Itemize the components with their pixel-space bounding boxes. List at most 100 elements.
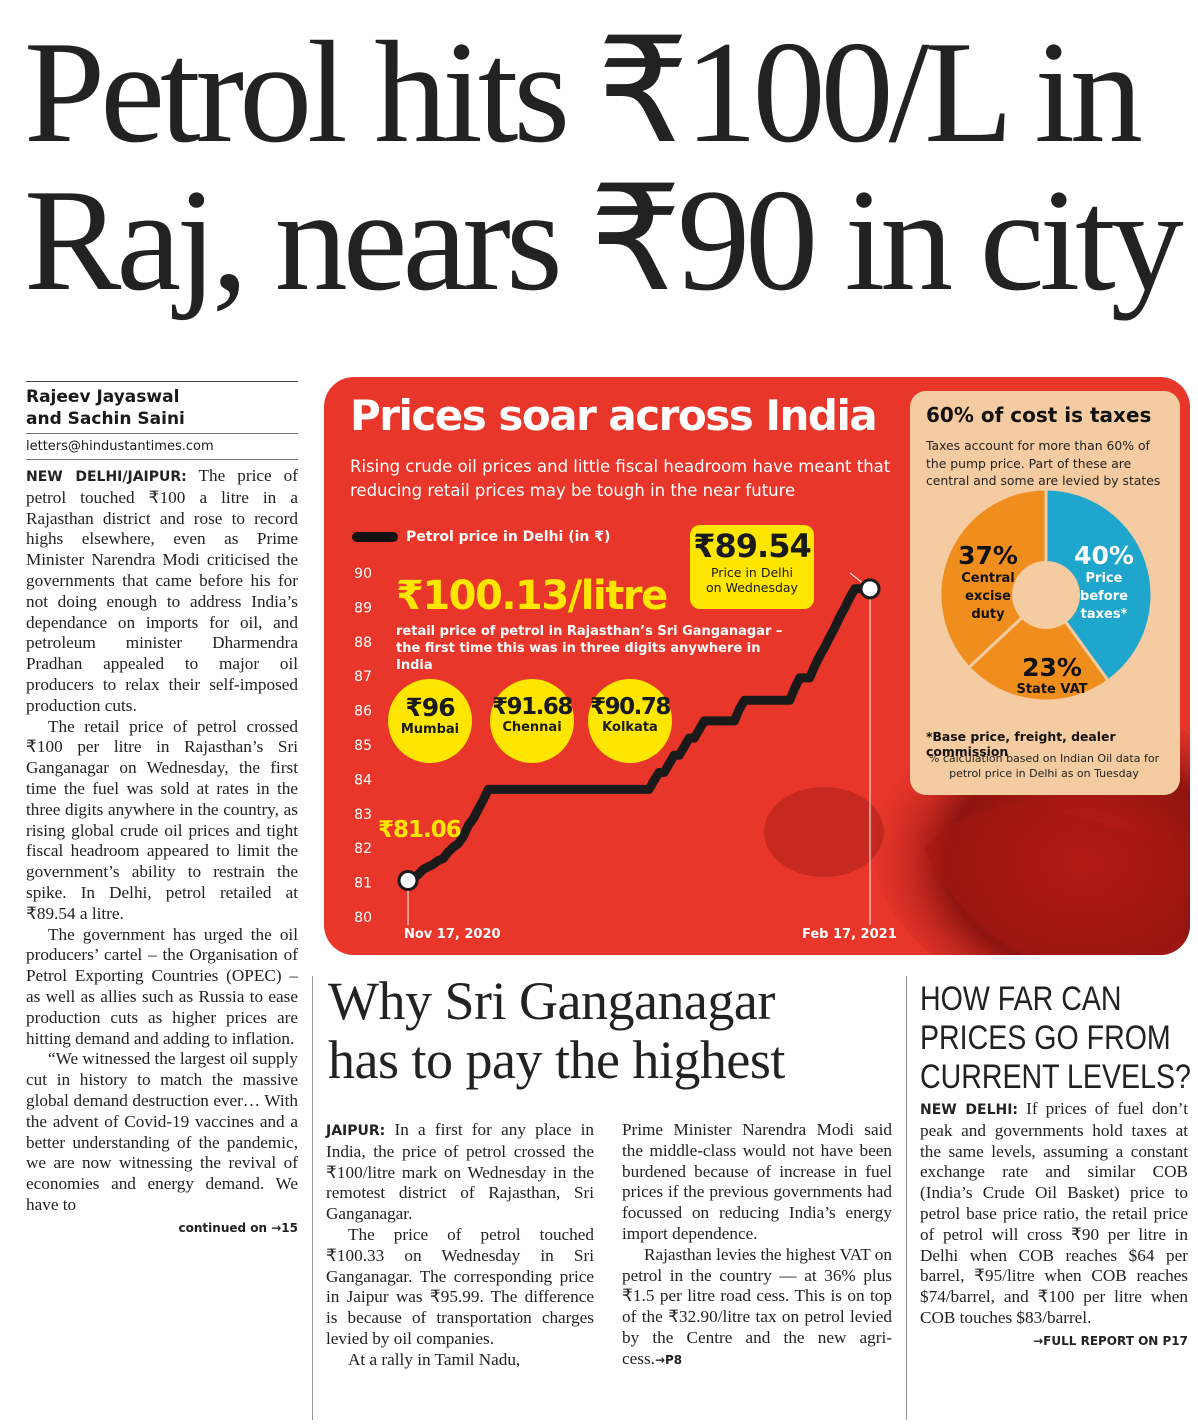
end-point-marker (859, 578, 881, 600)
fuel-tank-opening (764, 787, 884, 877)
byline-author-1: Rajeev Jayaswal (26, 387, 180, 407)
pie-label-central-excise: 37% Central excise duty (948, 541, 1028, 624)
story2-c2-p2-text: Rajasthan levies the highest VAT on petr… (622, 1244, 892, 1368)
pie-l3: duty (971, 607, 1005, 622)
tax-footnote: *Base price, freight, dealer commission (926, 729, 1116, 759)
story3-headline-line-1: HOW FAR CAN (920, 980, 1122, 1018)
story3-body-text: If prices of fuel don’t peak and governm… (920, 1099, 1188, 1327)
pie-pct: 40% (1074, 541, 1134, 570)
city-badge-mumbai: ₹96 Mumbai (388, 679, 472, 763)
city-badge-chennai: ₹91.68 Chennai (490, 679, 574, 763)
city-badge-name: Kolkata (602, 720, 658, 735)
rajasthan-price: ₹100.13/litre (396, 573, 668, 619)
headline-line-1: Petrol hits ₹100/L in (24, 11, 1143, 173)
story2-c2-p1: Prime Minister Narendra Modi said the mi… (622, 1120, 892, 1243)
headline-line-2: Raj, nears ₹90 in city (24, 159, 1184, 321)
city-badge-kolkata: ₹90.78 Kolkata (588, 679, 672, 763)
chart-legend: Petrol price in Delhi (in ₹) (352, 529, 610, 545)
x-start-label: Nov 17, 2020 (404, 927, 501, 942)
pie-pct: 23% (1022, 653, 1082, 682)
y-tick-label: 87 (354, 669, 372, 685)
tax-pie-chart (938, 487, 1154, 703)
pie-pct: 37% (958, 541, 1018, 570)
pie-slice-1 (966, 592, 1111, 703)
story2-column-2: Prime Minister Narendra Modi said the mi… (622, 1120, 892, 1371)
story2-c1-p1-text: In a first for any place in India, the p… (326, 1120, 594, 1224)
pie-l3: taxes* (1080, 607, 1128, 622)
pie-label-price-before-taxes: 40% Price before taxes* (1064, 541, 1144, 624)
city-badge-name: Mumbai (400, 722, 460, 737)
story2-headline: Why Sri Ganganagar has to pay the highes… (328, 972, 785, 1090)
infographic-subtitle: Rising crude oil prices and little fisca… (350, 457, 891, 500)
city-badge-name: Chennai (502, 720, 562, 735)
column-rule (906, 976, 907, 1420)
pie-slice-0 (1044, 487, 1154, 683)
main-story-column: NEW DELHI/JAIPUR: The price of petrol to… (26, 466, 298, 1238)
pie-l1: Central (961, 571, 1015, 586)
story3-headline-line-3: CURRENT LEVELS? (920, 1058, 1191, 1096)
infographic-title: Prices soar across India (350, 391, 878, 440)
story3-headline: HOW FAR CAN PRICES GO FROM CURRENT LEVEL… (920, 980, 1191, 1097)
tax-panel: 60% of cost is taxes Taxes account for m… (910, 391, 1180, 795)
y-tick-label: 81 (354, 876, 372, 892)
y-tick-label: 89 (354, 600, 372, 616)
pie-l1: Price (1085, 571, 1123, 586)
pie-l2: excise (965, 589, 1011, 604)
continued-link[interactable]: continued on →15 (178, 1220, 298, 1235)
story2-c1-p2: The price of petrol touched ₹100.33 on W… (326, 1224, 594, 1348)
delhi-price-callout: ₹89.54 Price in Delhi on Wednesday (690, 525, 814, 609)
tax-panel-title: 60% of cost is taxes (926, 403, 1152, 427)
city-badge-price: ₹96 (405, 693, 455, 722)
story2-c2-p2: Rajasthan levies the highest VAT on petr… (622, 1245, 892, 1371)
main-story-p4: “We witnessed the largest oil supply cut… (26, 1049, 298, 1214)
tax-panel-description: Taxes account for more than 60% of the p… (926, 438, 1161, 488)
pie-l1: State VAT (1016, 682, 1088, 697)
infographic: 80 81 82 83 84 85 86 87 88 89 90 Prices soar acros… (324, 377, 1190, 955)
byline: Rajeev Jayaswal and Sachin Saini (26, 381, 298, 430)
x-end-label: Feb 17, 2021 (802, 927, 897, 942)
fuel-nozzle-shape (924, 805, 1184, 955)
main-story-p1: The price of petrol touched ₹100 a litre… (26, 466, 298, 715)
full-report-link[interactable]: →FULL REPORT ON P17 (1033, 1333, 1188, 1348)
y-tick-label: 84 (354, 772, 372, 788)
story2-column-1: JAIPUR: In a first for any place in Indi… (326, 1120, 594, 1371)
story2-headline-line-2: has to pay the highest (328, 1030, 785, 1090)
story2-c1-p1: JAIPUR: In a first for any place in Indi… (326, 1120, 594, 1225)
story2-dateline: JAIPUR: (326, 1123, 386, 1139)
legend-line-swatch (352, 532, 398, 542)
story2-c1-p3: At a rally in Tamil Nadu, (348, 1349, 521, 1369)
story2-headline-line-1: Why Sri Ganganagar (328, 971, 775, 1031)
pie-label-state-vat: 23% State VAT (1006, 653, 1098, 697)
story3-body: NEW DELHI: If prices of fuel don’t peak … (920, 1099, 1188, 1329)
delhi-note-1: Price in Delhi (710, 565, 794, 580)
city-badge-price: ₹90.78 (590, 694, 671, 720)
column-rule (312, 976, 313, 1420)
start-point-marker (397, 870, 419, 892)
main-story-dateline: NEW DELHI/JAIPUR: (26, 469, 187, 485)
byline-author-2: and Sachin Saini (26, 409, 185, 429)
story3-column: NEW DELHI: If prices of fuel don’t peak … (920, 1099, 1188, 1352)
story3-dateline: NEW DELHI: (920, 1102, 1019, 1118)
start-price-label: ₹81.06 (378, 817, 462, 843)
main-story-p3: The government has urged the oil produce… (26, 924, 298, 1048)
page-headline: Petrol hits ₹100/L in Raj, nears ₹90 in … (24, 18, 1184, 314)
pie-l2: before (1080, 589, 1128, 604)
story3-headline-line-2: PRICES GO FROM (920, 1019, 1171, 1057)
series-line-delhi-petrol (403, 584, 875, 885)
delhi-note-2: on Wednesday (706, 580, 798, 595)
delhi-price: ₹89.54 (693, 527, 811, 565)
y-tick-label: 83 (354, 807, 372, 823)
main-story-p2: The retail price of petrol crossed ₹100 … (26, 716, 298, 923)
tax-source-note: % calculation based on Indian Oil data f… (928, 752, 1160, 780)
byline-email[interactable]: letters@hindustantimes.com (26, 433, 298, 460)
pie-hole (1012, 561, 1080, 629)
y-tick-label: 90 (354, 566, 372, 582)
y-tick-label: 86 (354, 704, 372, 720)
main-story-paragraph: NEW DELHI/JAIPUR: The price of petrol to… (26, 466, 298, 717)
city-badge-price: ₹91.68 (492, 694, 573, 720)
y-tick-label: 88 (354, 635, 372, 651)
rajasthan-note: retail price of petrol in Rajasthan’s Sr… (396, 624, 783, 673)
price-line-chart: 80 81 82 83 84 85 86 87 88 89 90 (354, 566, 881, 926)
y-tick-label: 80 (354, 910, 372, 926)
story2-page-ref[interactable]: →P8 (654, 1352, 683, 1367)
